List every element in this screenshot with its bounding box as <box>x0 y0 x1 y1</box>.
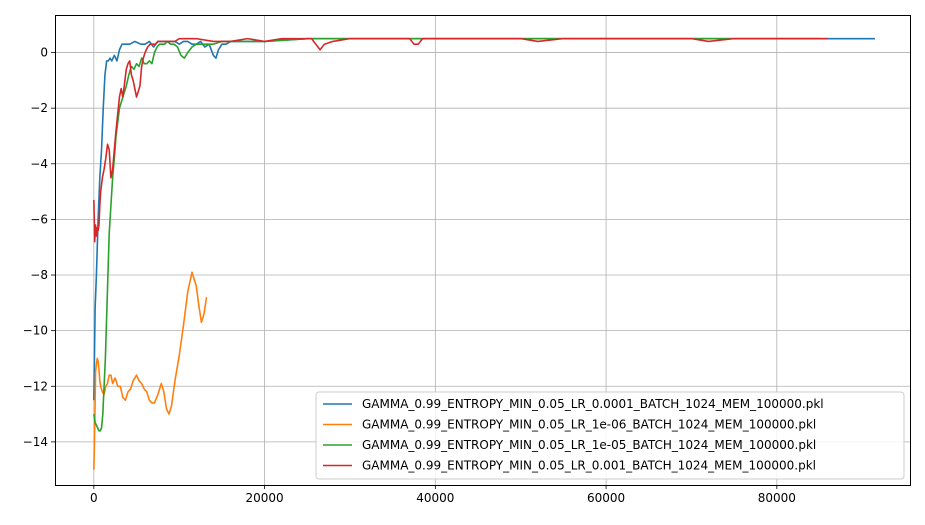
y-tick-label: −10 <box>23 324 48 338</box>
grid <box>55 15 910 485</box>
x-tick-label: 80000 <box>758 491 796 505</box>
y-tick-label: −12 <box>23 379 48 393</box>
x-tick-label: 20000 <box>245 491 283 505</box>
y-tick-label: −14 <box>23 435 48 449</box>
series-line-1 <box>93 271 208 470</box>
x-axis: 0 20000 40000 60000 80000 <box>90 485 796 505</box>
legend-label-1: GAMMA_0.99_ENTROPY_MIN_0.05_LR_1e-06_BAT… <box>362 418 816 432</box>
x-tick-label: 60000 <box>587 491 625 505</box>
legend-label-0: GAMMA_0.99_ENTROPY_MIN_0.05_LR_0.0001_BA… <box>362 397 824 411</box>
y-tick-label: −6 <box>30 212 48 226</box>
y-tick-label: 0 <box>40 46 48 60</box>
y-tick-label: −8 <box>30 268 48 282</box>
y-tick-label: −4 <box>30 157 48 171</box>
y-tick-label: −2 <box>30 101 48 115</box>
legend-label-3: GAMMA_0.99_ENTROPY_MIN_0.05_LR_0.001_BAT… <box>362 459 816 473</box>
y-axis: 0 −2 −4 −6 −8 −10 −12 −14 <box>23 46 55 449</box>
legend: GAMMA_0.99_ENTROPY_MIN_0.05_LR_0.0001_BA… <box>315 391 905 480</box>
series-line-3 <box>93 37 829 243</box>
x-tick-label: 0 <box>90 491 98 505</box>
plot-area-frame <box>55 15 911 486</box>
legend-label-2: GAMMA_0.99_ENTROPY_MIN_0.05_LR_1e-05_BAT… <box>362 438 816 452</box>
x-tick-label: 40000 <box>416 491 454 505</box>
series-lines <box>93 37 875 470</box>
legend-box <box>315 391 905 480</box>
